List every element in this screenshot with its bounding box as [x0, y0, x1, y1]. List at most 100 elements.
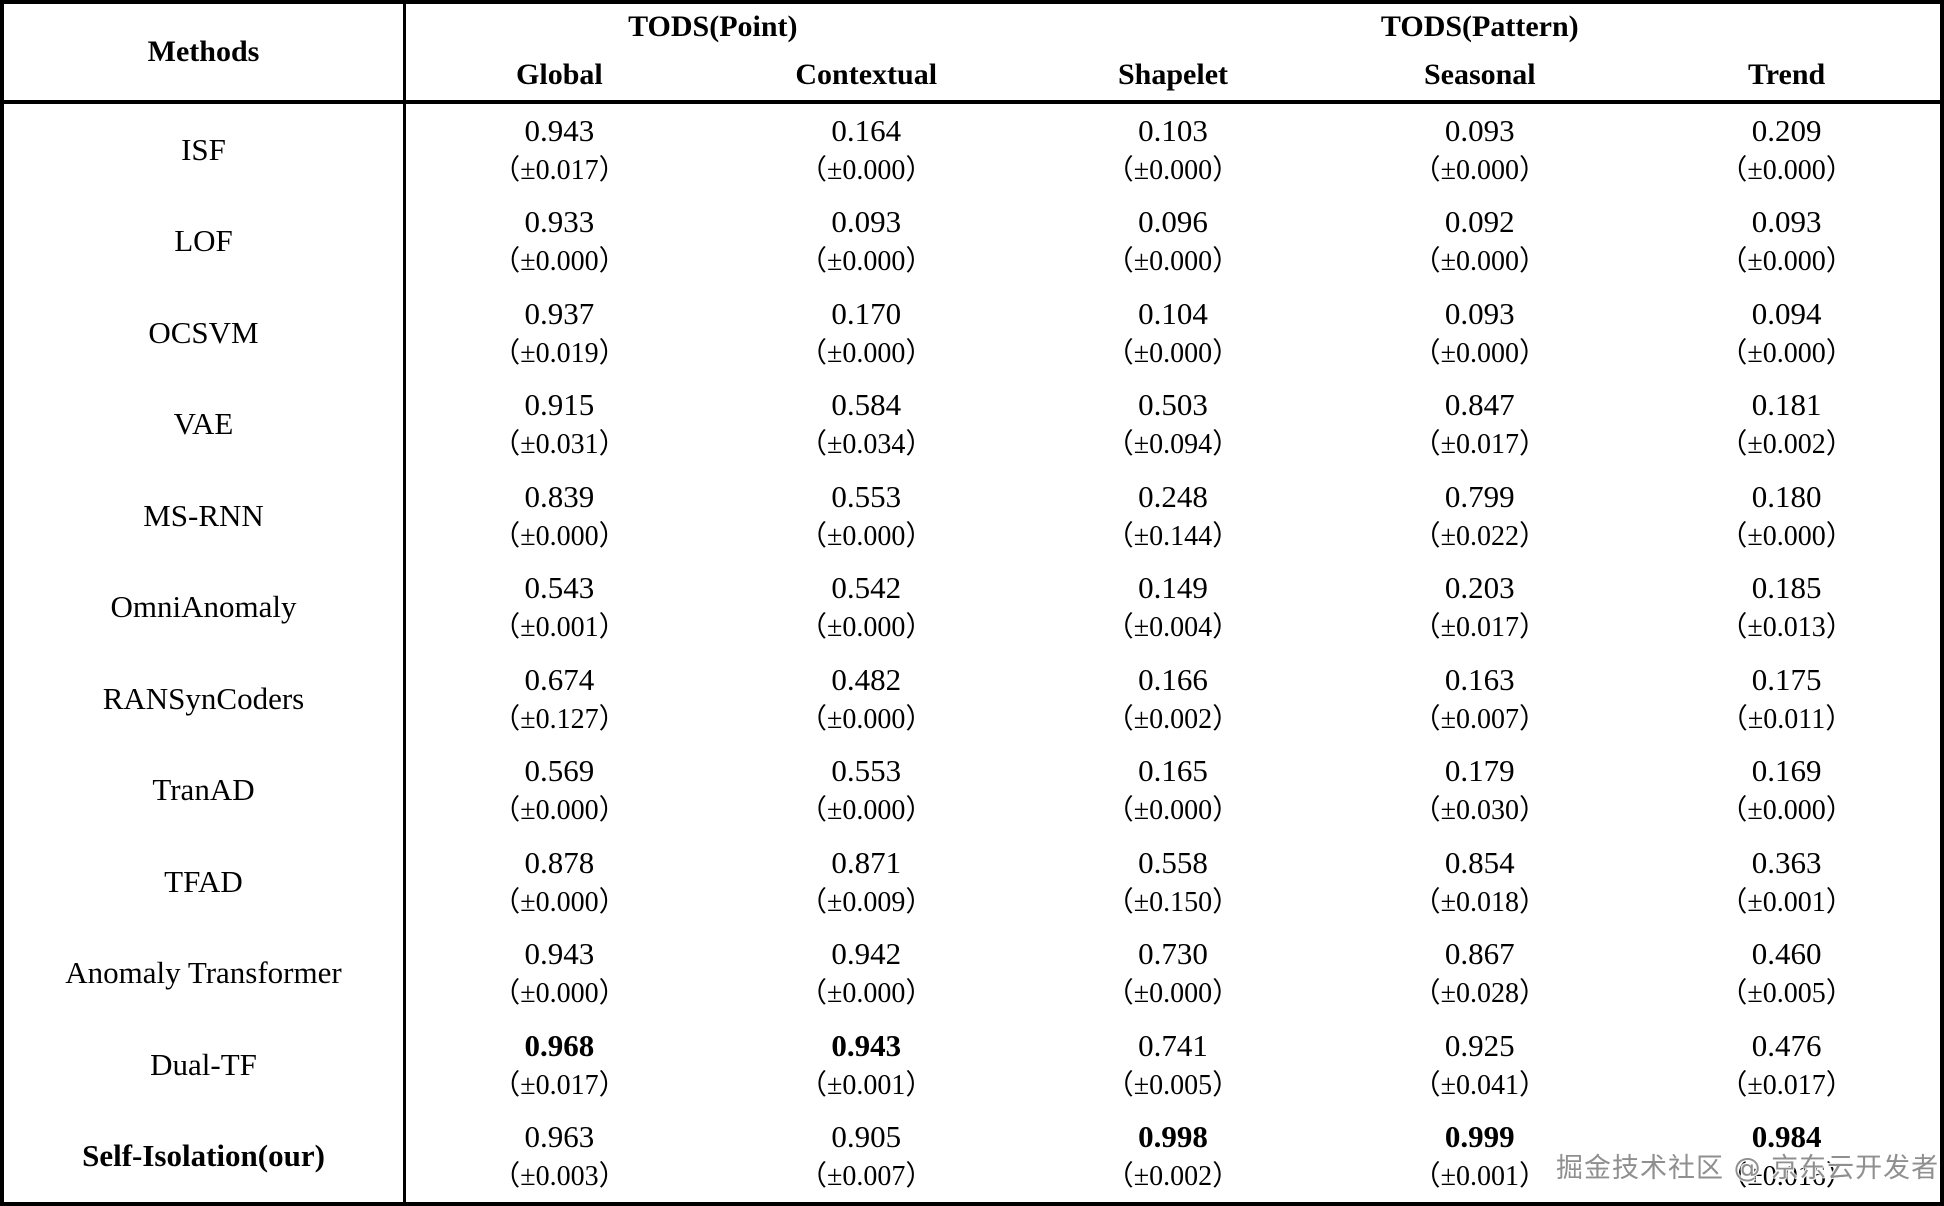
metric-cell: 0.165 （±0.000） [1020, 745, 1327, 837]
table-row: RANSynCoders 0.674 （±0.127） 0.482 （±0.00… [4, 653, 1940, 745]
metric-cell: 0.943 （±0.001） [713, 1019, 1020, 1111]
metric-cell: 0.943 （±0.017） [406, 104, 713, 196]
metric-value: 0.943 [524, 936, 595, 972]
metric-std: （±0.000） [799, 154, 934, 186]
metric-value: 0.905 [831, 1119, 902, 1155]
metric-cell: 0.476 （±0.017） [1633, 1019, 1940, 1111]
metric-cell: 0.149 （±0.004） [1020, 562, 1327, 654]
metric-value: 0.584 [831, 387, 902, 423]
metric-cell: 0.460 （±0.005） [1633, 928, 1940, 1020]
metric-value: 0.093 [1444, 295, 1515, 331]
table-row: TFAD 0.878 （±0.000） 0.871 （±0.009） 0.558… [4, 836, 1940, 928]
column-header-trend: Trend [1747, 58, 1826, 91]
metric-cell: 0.942 （±0.000） [713, 928, 1020, 1020]
metric-std: （±0.017） [1719, 1069, 1854, 1101]
metric-value: 0.558 [1138, 844, 1208, 880]
method-name: Dual-TF [4, 1019, 406, 1111]
metric-cell: 0.093 （±0.000） [713, 196, 1020, 288]
metric-std: （±0.028） [1412, 978, 1547, 1010]
metric-value: 0.867 [1444, 936, 1515, 972]
metric-cell: 0.093 （±0.000） [1326, 104, 1633, 196]
metric-cell: 0.933 （±0.000） [406, 196, 713, 288]
table-row: LOF 0.933 （±0.000） 0.093 （±0.000） 0.096 … [4, 195, 1940, 288]
metric-cell: 0.185 （±0.013） [1633, 562, 1940, 654]
metric-std: （±0.017） [492, 1069, 627, 1101]
metric-cell: 0.209 （±0.000） [1633, 104, 1940, 196]
metric-std: （±0.000） [799, 978, 934, 1010]
column-header-seasonal: Seasonal [1423, 58, 1536, 91]
table-row: Self-Isolation(our) 0.963 （±0.003） 0.905… [4, 1110, 1940, 1203]
metric-cell: 0.096 （±0.000） [1020, 196, 1327, 288]
metric-std: （±0.018） [1412, 886, 1547, 918]
metric-std: （±0.041） [1412, 1069, 1547, 1101]
metric-value: 0.163 [1444, 661, 1515, 697]
metric-std: （±0.031） [492, 429, 627, 461]
metric-cell: 0.553 （±0.000） [713, 745, 1020, 837]
metric-cell: 0.871 （±0.009） [713, 836, 1020, 928]
column-header-global: Global [516, 58, 603, 91]
metric-std: （±0.002） [1105, 1161, 1241, 1193]
metric-value: 0.963 [524, 1119, 595, 1155]
method-name: RANSynCoders [4, 653, 406, 745]
metric-cell: 0.104 （±0.000） [1020, 287, 1327, 379]
metric-cell: 0.103 （±0.000） [1020, 104, 1327, 196]
metric-value: 0.503 [1138, 387, 1208, 423]
metric-value: 0.209 [1751, 112, 1822, 148]
table-row: OCSVM 0.937 （±0.019） 0.170 （±0.000） 0.10… [4, 287, 1940, 379]
method-name: Self-Isolation(our) [4, 1110, 406, 1202]
metric-std: （±0.007） [799, 1161, 934, 1193]
metric-std: （±0.017） [1412, 612, 1547, 644]
metric-cell: 0.543 （±0.001） [406, 562, 713, 654]
metric-value: 0.998 [1138, 1119, 1208, 1155]
metric-cell: 0.166 （±0.002） [1020, 653, 1327, 745]
metric-cell: 0.968 （±0.017） [406, 1019, 713, 1111]
metric-value: 0.096 [1138, 204, 1208, 240]
metric-std: （±0.007） [1412, 703, 1547, 735]
metric-value: 0.937 [524, 295, 595, 331]
metric-std: （±0.000） [1719, 795, 1854, 827]
metric-value: 0.181 [1751, 387, 1822, 423]
metric-value: 0.942 [831, 936, 902, 972]
metric-value: 0.741 [1138, 1027, 1208, 1063]
metric-value: 0.730 [1138, 936, 1208, 972]
metric-cell: 0.799 （±0.022） [1326, 470, 1633, 562]
metric-std: （±0.000） [1412, 337, 1547, 369]
method-name: TranAD [4, 744, 406, 836]
group-header-tods-pattern: TODS(Pattern) [1380, 10, 1579, 43]
metric-cell: 0.674 （±0.127） [406, 653, 713, 745]
metric-std: （±0.003） [492, 1161, 627, 1193]
method-name: VAE [4, 378, 406, 470]
column-header-shapelet: Shapelet [1117, 58, 1228, 91]
table-row: MS-RNN 0.839 （±0.000） 0.553 （±0.000） 0.2… [4, 470, 1940, 562]
metric-cell: 0.203 （±0.017） [1326, 562, 1633, 654]
metric-value: 0.943 [831, 1027, 902, 1063]
metric-std: （±0.022） [1412, 520, 1547, 552]
method-name: LOF [4, 195, 406, 287]
metric-cell: 0.542 （±0.000） [713, 562, 1020, 654]
metric-cell: 0.984 （±0.016） [1633, 1111, 1940, 1203]
metric-std: （±0.000） [1412, 246, 1547, 278]
metric-value: 0.968 [524, 1027, 595, 1063]
metric-value: 0.915 [524, 387, 595, 423]
metric-std: （±0.000） [799, 612, 934, 644]
metric-value: 0.553 [831, 478, 902, 514]
metric-cell: 0.093 （±0.000） [1326, 287, 1633, 379]
metric-value: 0.093 [1751, 204, 1822, 240]
metric-std: （±0.000） [1105, 337, 1241, 369]
metric-cell: 0.482 （±0.000） [713, 653, 1020, 745]
metric-cell: 0.164 （±0.000） [713, 104, 1020, 196]
metric-cell: 0.963 （±0.003） [406, 1111, 713, 1203]
metric-value: 0.170 [831, 295, 902, 331]
metric-value: 0.093 [1444, 112, 1515, 148]
metric-value: 0.180 [1751, 478, 1822, 514]
metric-std: （±0.034） [799, 429, 934, 461]
metric-cell: 0.741 （±0.005） [1020, 1019, 1327, 1111]
metric-std: （±0.001） [799, 1069, 934, 1101]
metric-std: （±0.000） [1105, 978, 1241, 1010]
method-name: OCSVM [4, 287, 406, 379]
metric-value: 0.871 [831, 844, 902, 880]
method-name: MS-RNN [4, 470, 406, 562]
metric-cell: 0.847 （±0.017） [1326, 379, 1633, 471]
column-header-contextual: Contextual [795, 58, 938, 91]
metric-std: （±0.009） [799, 886, 934, 918]
